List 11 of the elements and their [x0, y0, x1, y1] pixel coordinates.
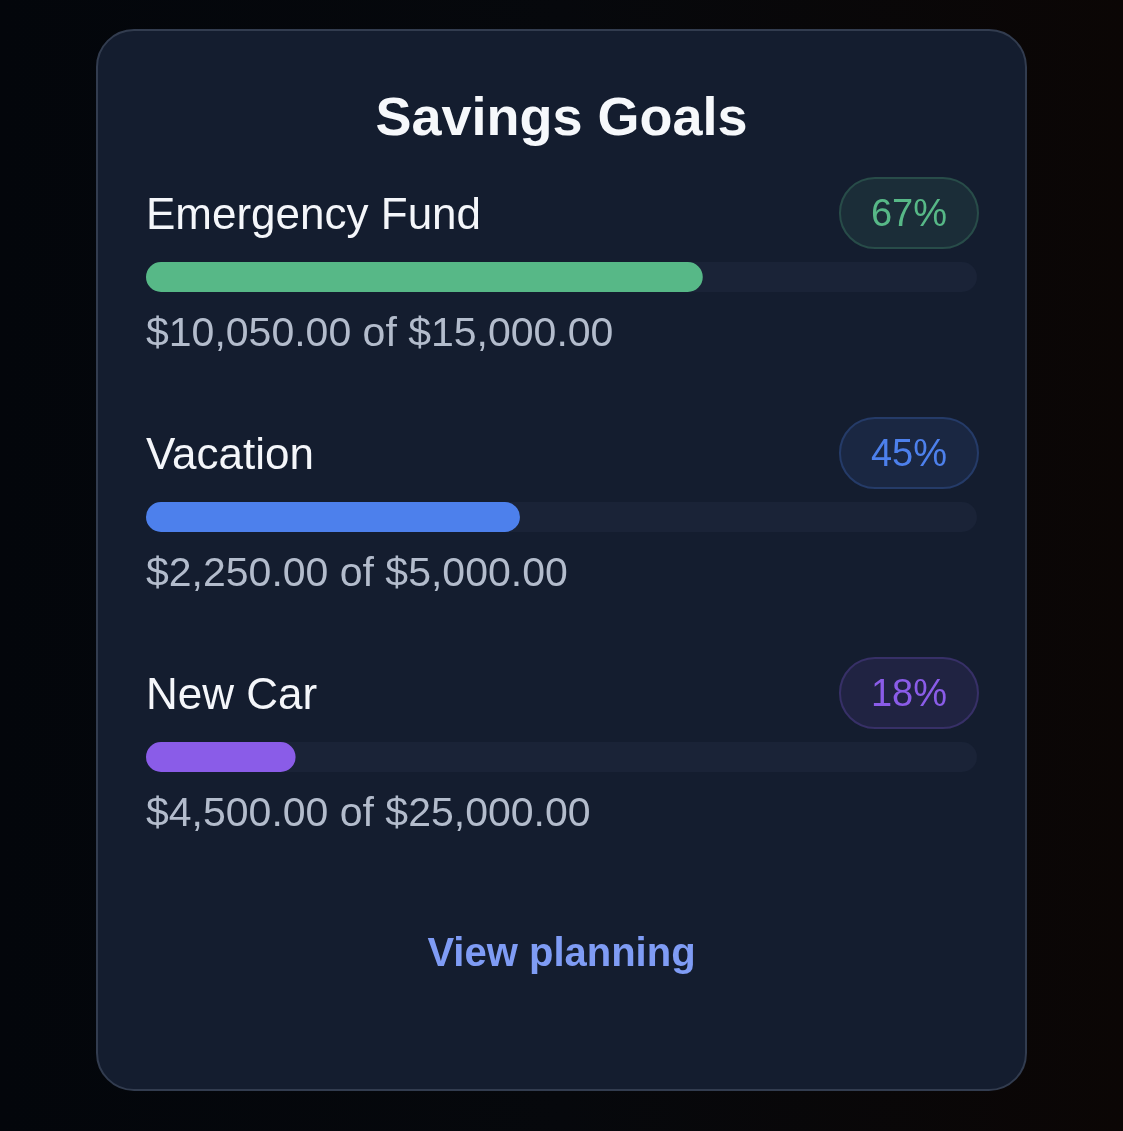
- y-tick-label: Vacation: [146, 428, 314, 478]
- annotation: $4,500.00 of $25,000.00: [146, 788, 591, 835]
- chart-title: Savings Goals: [375, 86, 748, 146]
- annotation: $10,050.00 of $15,000.00: [146, 308, 614, 355]
- annotation: $2,250.00 of $5,000.00: [146, 548, 568, 595]
- planning-link: View planning: [427, 930, 696, 974]
- data-label: 18%: [870, 672, 947, 714]
- data-label: 45%: [870, 432, 947, 474]
- data-label: 67%: [870, 192, 947, 234]
- y-tick-label: Emergency Fund: [146, 188, 482, 238]
- y-tick-label: New Car: [146, 668, 318, 718]
